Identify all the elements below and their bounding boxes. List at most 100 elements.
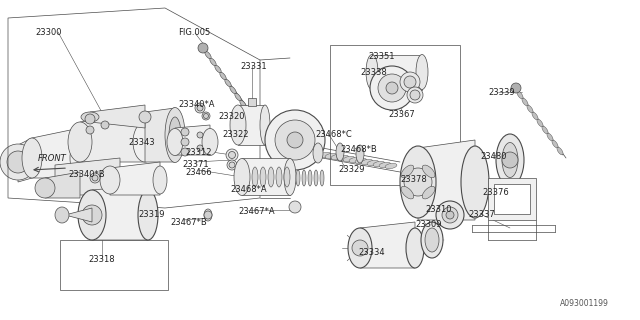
Text: 23467*B: 23467*B [170,218,207,227]
Circle shape [228,151,236,158]
Ellipse shape [319,152,331,158]
Ellipse shape [220,72,226,80]
Ellipse shape [361,159,373,165]
Circle shape [181,148,189,156]
Ellipse shape [355,158,367,164]
Text: 23378: 23378 [400,175,427,184]
Ellipse shape [296,170,300,186]
Ellipse shape [373,161,385,167]
Text: 23331: 23331 [240,62,267,71]
Text: 23309: 23309 [415,220,442,229]
Ellipse shape [22,138,42,178]
Ellipse shape [153,166,167,194]
Text: 23468*B: 23468*B [340,145,377,154]
Ellipse shape [230,86,236,94]
Ellipse shape [260,167,266,187]
Circle shape [378,74,406,102]
Circle shape [265,110,325,170]
Ellipse shape [367,160,379,166]
Ellipse shape [461,146,489,218]
Ellipse shape [210,58,216,66]
Ellipse shape [336,143,344,161]
Ellipse shape [35,178,55,198]
Circle shape [90,173,100,183]
Circle shape [181,138,189,146]
Circle shape [101,121,109,129]
Ellipse shape [349,157,361,163]
Ellipse shape [422,165,435,178]
Ellipse shape [331,154,343,160]
Text: 23337: 23337 [468,210,495,219]
Polygon shape [145,108,175,162]
Ellipse shape [165,108,185,163]
Ellipse shape [234,158,250,196]
Circle shape [202,112,210,120]
Circle shape [502,152,518,168]
Ellipse shape [314,170,318,186]
Polygon shape [92,185,148,240]
Text: 23312: 23312 [185,148,211,157]
Text: A093001199: A093001199 [560,299,609,308]
Bar [494,184,530,214]
Polygon shape [242,158,290,195]
Ellipse shape [522,98,528,106]
Ellipse shape [557,147,563,155]
Ellipse shape [532,112,538,120]
Bar [372,55,422,90]
Circle shape [386,82,398,94]
Text: 23351: 23351 [368,52,394,61]
Circle shape [404,76,416,88]
Ellipse shape [421,222,443,258]
Ellipse shape [204,209,212,221]
Ellipse shape [400,146,436,218]
Ellipse shape [308,170,312,186]
Ellipse shape [235,93,241,101]
Ellipse shape [230,105,246,145]
Text: 23468*A: 23468*A [230,185,267,194]
Circle shape [197,105,203,111]
Text: FIG.005: FIG.005 [178,28,211,37]
Circle shape [204,114,209,118]
Ellipse shape [252,167,258,187]
Ellipse shape [240,100,246,108]
Ellipse shape [139,111,151,123]
Ellipse shape [422,186,435,199]
Polygon shape [80,112,145,162]
Polygon shape [55,158,120,195]
Circle shape [275,120,315,160]
Ellipse shape [78,190,106,240]
Text: 23340*A: 23340*A [178,100,214,109]
Ellipse shape [68,122,92,162]
Polygon shape [90,105,145,128]
Text: 23310: 23310 [425,205,451,214]
Circle shape [436,201,464,229]
Circle shape [287,132,303,148]
Ellipse shape [81,112,99,122]
Ellipse shape [284,158,296,196]
Text: 23322: 23322 [222,130,248,139]
Ellipse shape [343,156,355,162]
Circle shape [204,211,212,219]
Ellipse shape [552,140,558,148]
Text: 23300: 23300 [35,28,61,37]
Polygon shape [110,162,160,195]
Ellipse shape [250,114,256,122]
Ellipse shape [406,228,424,268]
Circle shape [370,66,414,110]
Ellipse shape [245,107,251,115]
Ellipse shape [225,79,231,87]
Circle shape [92,175,98,181]
Circle shape [82,205,102,225]
Text: 23334: 23334 [358,248,385,257]
Ellipse shape [379,162,391,168]
Text: 23376: 23376 [482,188,509,197]
Ellipse shape [169,117,181,153]
Ellipse shape [348,228,372,268]
Circle shape [181,128,189,136]
Circle shape [229,162,235,168]
Text: 23367: 23367 [388,110,415,119]
Circle shape [289,201,301,213]
Ellipse shape [313,143,323,163]
Circle shape [227,160,237,170]
Ellipse shape [401,186,413,199]
